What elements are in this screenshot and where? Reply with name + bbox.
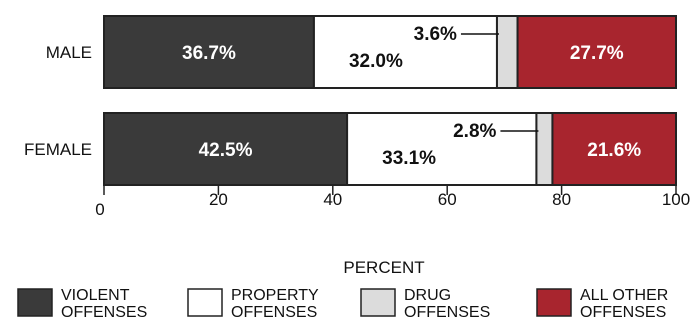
category-label: FEMALE <box>24 140 92 159</box>
data-label-all-other-offenses: 21.6% <box>587 140 641 161</box>
legend-label-line1: ALL OTHER <box>580 287 668 304</box>
legend-label-line1: PROPERTY <box>231 287 319 304</box>
legend-swatch <box>187 288 223 317</box>
x-tick-label: 60 <box>438 190 457 209</box>
bar-row-male: MALE 36.7% 32.0% 3.6% 27.7% <box>46 15 678 89</box>
legend-label-line2: OFFENSES <box>404 304 490 321</box>
legend-swatch <box>17 288 53 317</box>
x-tick-label: 40 <box>323 190 342 209</box>
bar-property-offenses <box>346 112 538 186</box>
legend-swatch <box>536 288 572 317</box>
legend-swatch <box>360 288 396 317</box>
bars-layer: MALE 36.7% 32.0% 3.6% 27.7% FEMALE 42.5% 33.1% 2… <box>24 15 678 186</box>
x-tick-label: 80 <box>552 190 571 209</box>
x-tick-label: 20 <box>209 190 228 209</box>
x-tick-label: 100 <box>662 190 690 209</box>
bar-drug-offenses <box>495 15 519 89</box>
data-label-drug-offenses: 3.6% <box>414 24 457 45</box>
legend-label-line1: DRUG <box>404 287 451 304</box>
x-tick-label: 0 <box>95 200 104 219</box>
bar-drug-offenses <box>535 112 554 186</box>
bar-row-female: FEMALE 42.5% 33.1% 2.8% 21.6% <box>24 112 677 186</box>
legend-label-line2: OFFENSES <box>61 304 147 321</box>
data-label-violent-offenses: 36.7% <box>182 43 236 64</box>
data-label-property-offenses: 33.1% <box>382 148 436 169</box>
bar-violent-offenses <box>103 112 349 186</box>
data-label-violent-offenses: 42.5% <box>199 140 253 161</box>
x-axis-title: PERCENT <box>343 258 424 277</box>
bar-all-other-offenses <box>551 112 677 186</box>
bar-violent-offenses <box>103 15 315 89</box>
category-label: MALE <box>46 43 92 62</box>
data-label-all-other-offenses: 27.7% <box>570 43 624 64</box>
data-label-property-offenses: 32.0% <box>349 51 403 72</box>
x-axis: 0 20 40 60 80 100 <box>95 185 690 219</box>
legend-label-line2: OFFENSES <box>231 304 317 321</box>
bar-property-offenses <box>312 15 498 89</box>
data-label-drug-offenses: 2.8% <box>453 121 496 142</box>
bar-all-other-offenses <box>516 15 678 89</box>
legend-label-line1: VIOLENT <box>61 287 130 304</box>
legend-label-line2: OFFENSES <box>580 304 666 321</box>
legend: VIOLENTOFFENSESPROPERTYOFFENSESDRUGOFFEN… <box>17 287 668 321</box>
